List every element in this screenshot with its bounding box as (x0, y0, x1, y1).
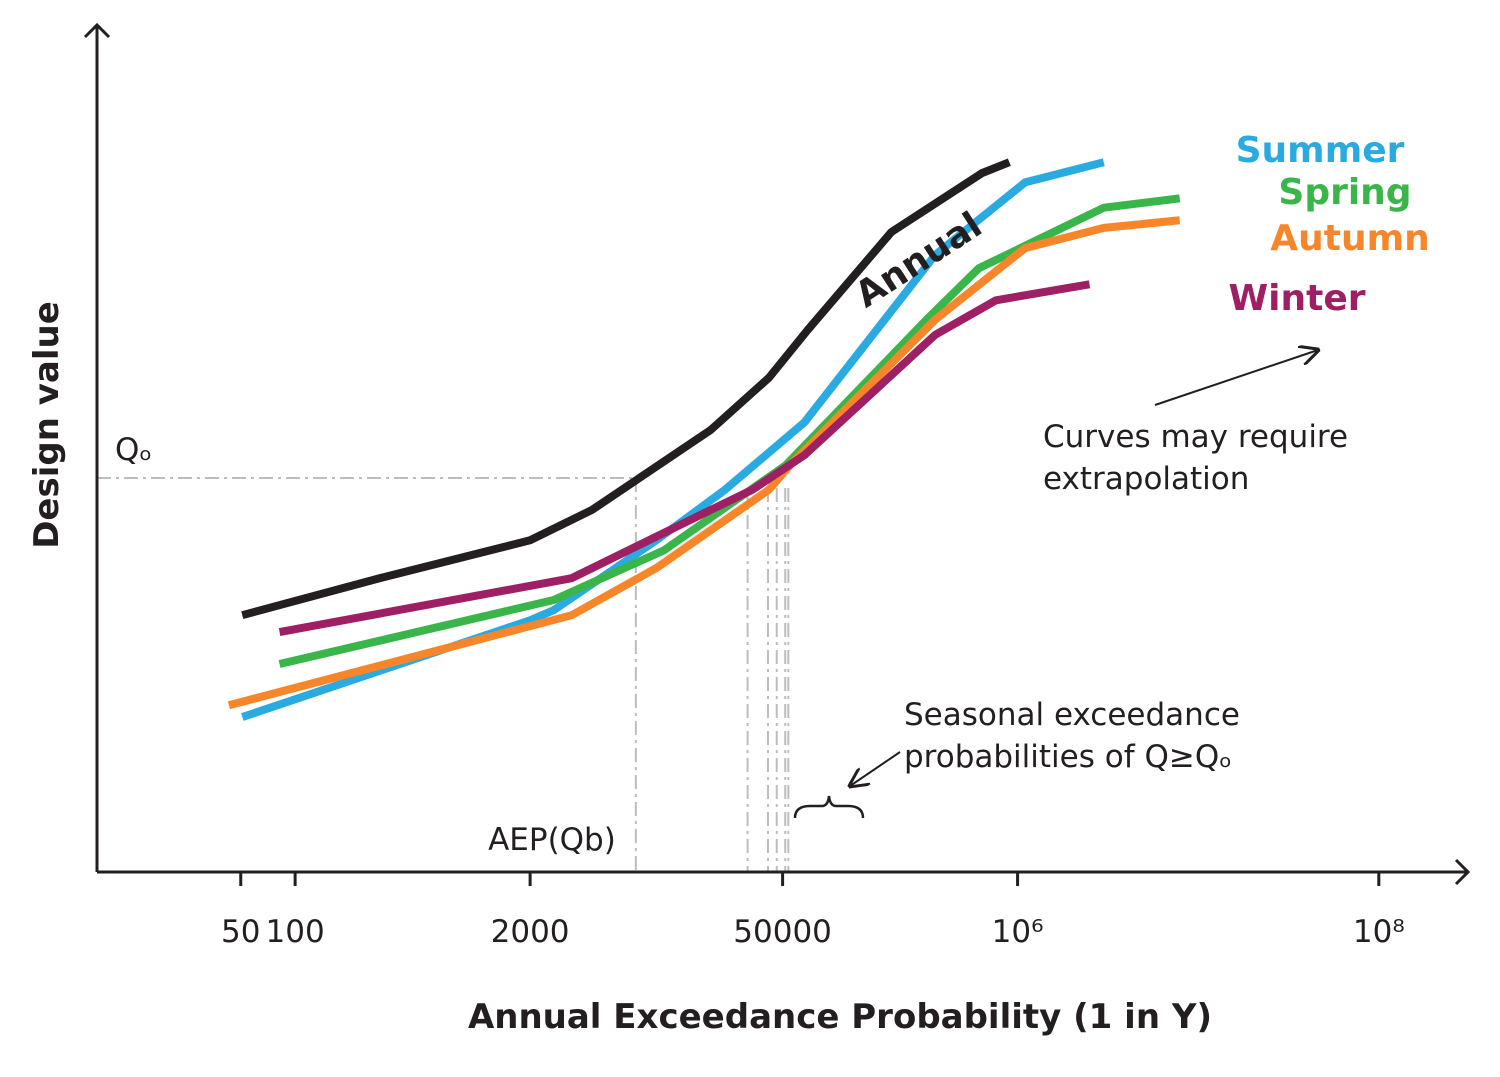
annotation: extrapolation (1043, 461, 1249, 497)
x-axis-title: Annual Exceedance Probability (1 in Y) (468, 997, 1212, 1037)
x-axis-arrow (1454, 858, 1471, 886)
reference-label: Qₒ (115, 432, 152, 468)
reference-label: AEP(Qb) (488, 822, 616, 858)
x-tick-label: 10⁸ (1353, 914, 1405, 950)
annotation: Curves may require (1043, 419, 1348, 455)
x-tick-label: 50000 (733, 914, 832, 950)
series-label: Spring (1278, 172, 1411, 213)
series-line (278, 280, 1091, 636)
x-tick-label: 100 (266, 914, 325, 950)
annotation: Seasonal exceedance (904, 697, 1240, 733)
x-tick-label: 2000 (491, 914, 570, 950)
annotation-arrow (1154, 350, 1318, 406)
annotation-arrow (850, 751, 901, 786)
y-axis-title: Design value (27, 301, 67, 549)
annotation: probabilities of Q≥Qₒ (904, 739, 1232, 775)
x-tick-label: 50 (221, 914, 260, 950)
series-label: Winter (1228, 278, 1365, 319)
x-tick-label: 10⁶ (992, 914, 1044, 950)
series-line (278, 194, 1181, 668)
y-axis-arrow (83, 22, 111, 39)
series-label: Autumn (1270, 218, 1429, 259)
brace (793, 795, 865, 819)
series-label: Summer (1236, 130, 1405, 171)
series-line (241, 158, 1011, 620)
series-line (241, 158, 1105, 721)
reference-lines (97, 476, 790, 872)
